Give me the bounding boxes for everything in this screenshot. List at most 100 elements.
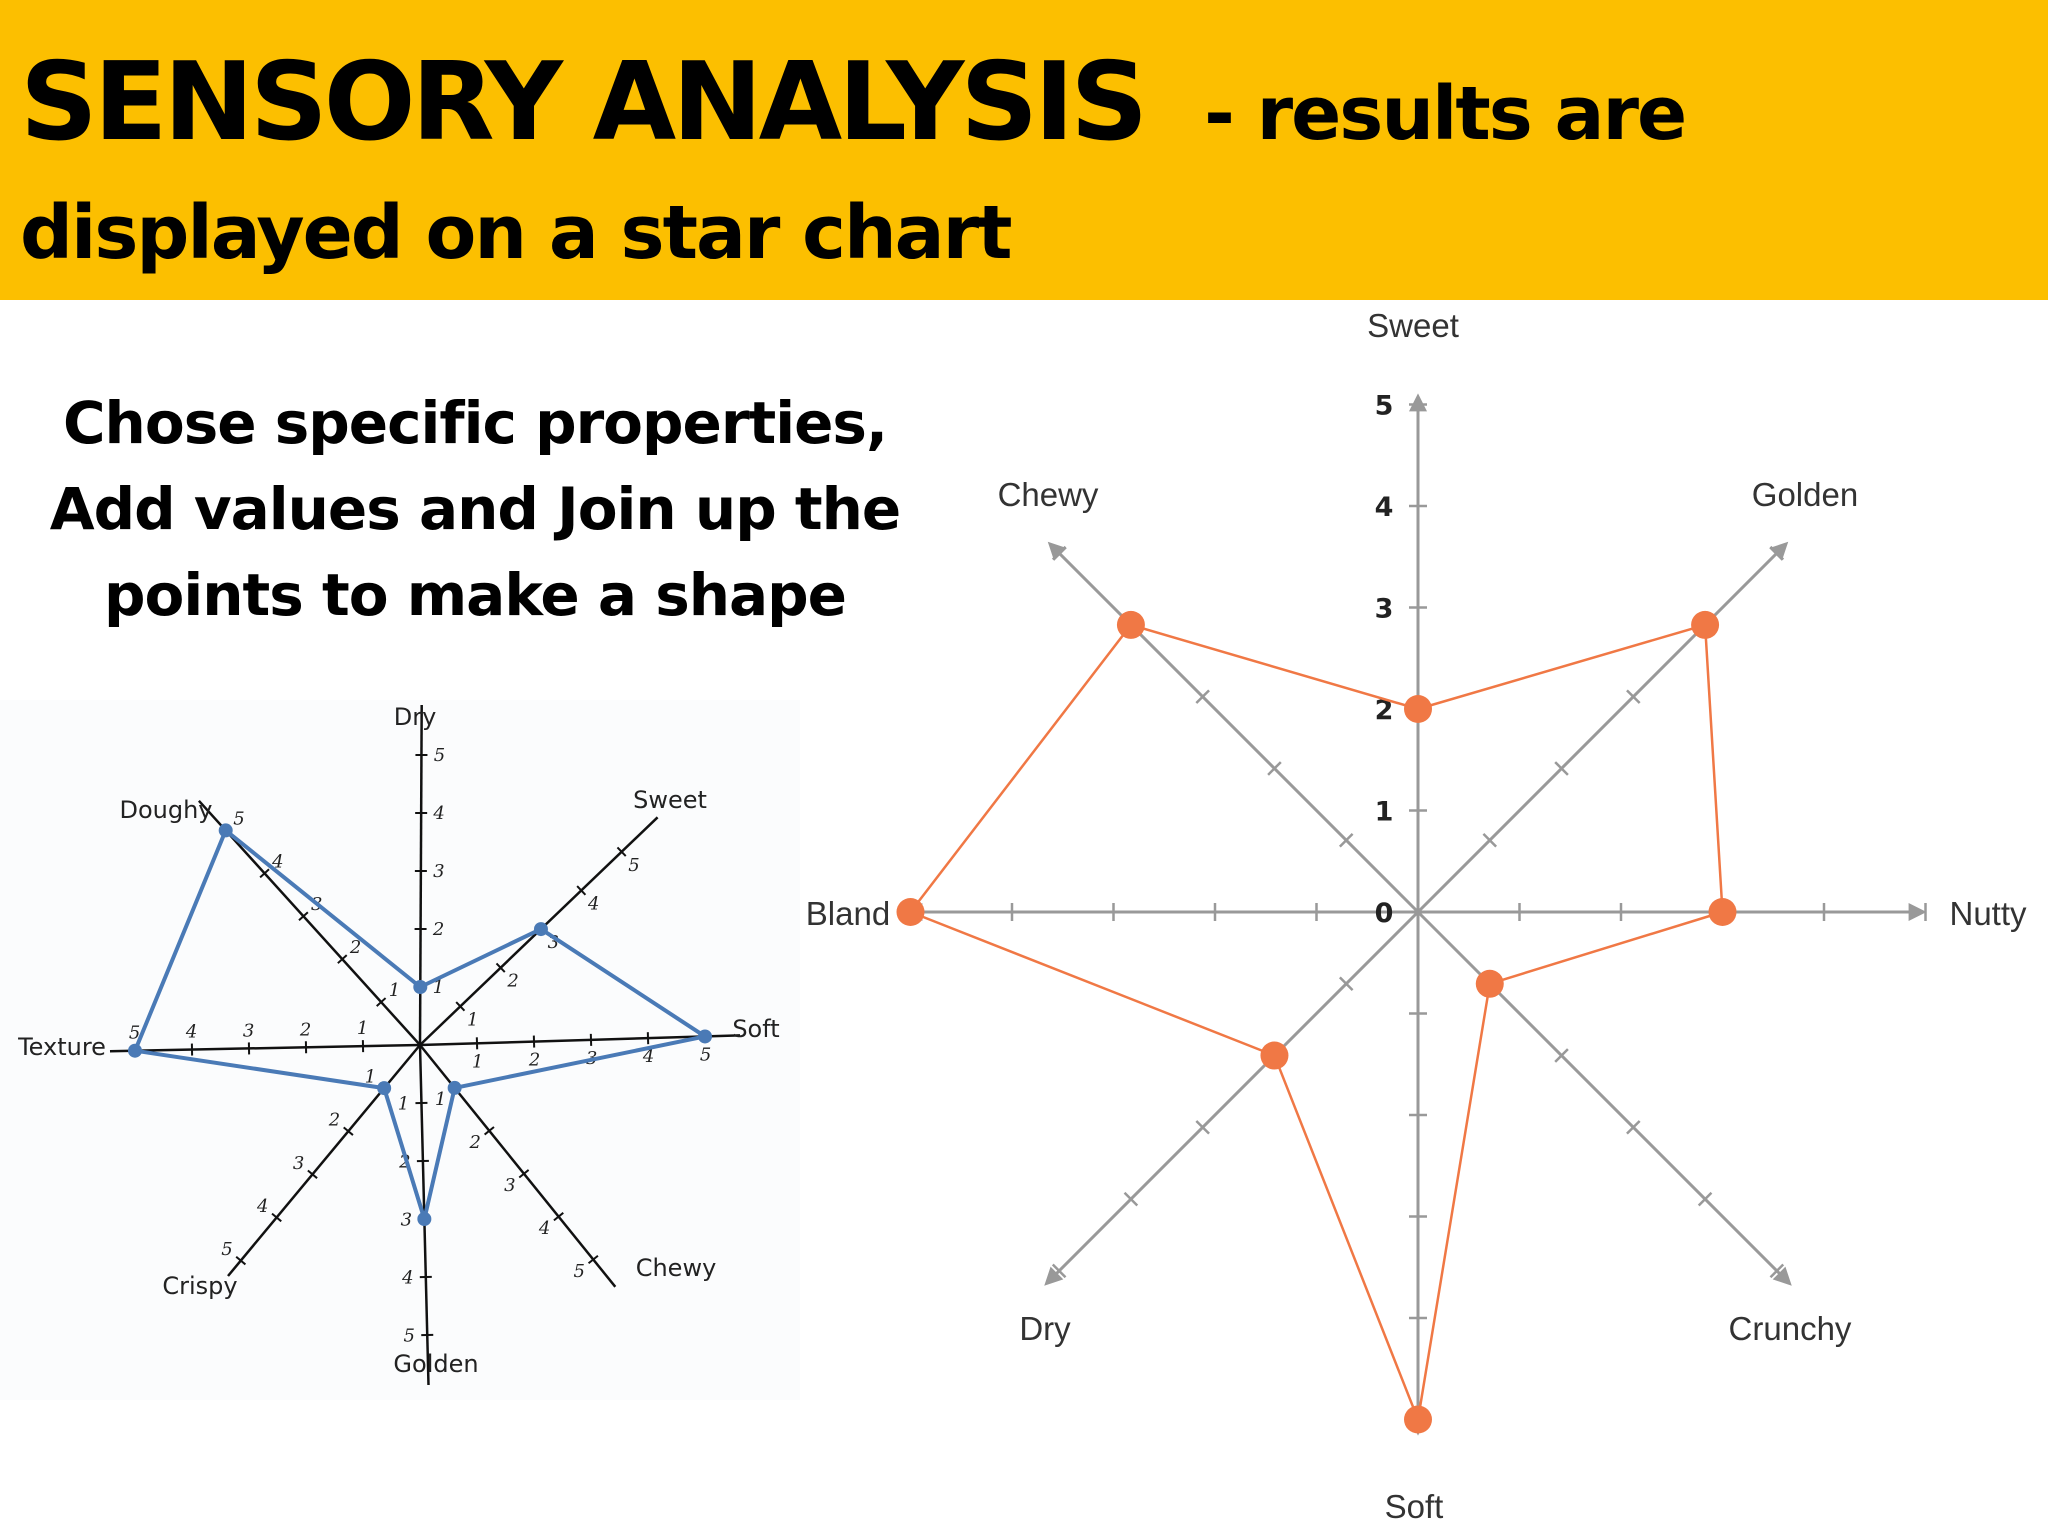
scale-label-3: 3 [1375, 594, 1394, 625]
data-outline [909, 623, 1724, 1421]
tick-label-doughy-5: 5 [233, 808, 244, 829]
axis-soft [419, 1034, 741, 1047]
tick-mark-golden-2 [1554, 761, 1569, 776]
tick-mark-chewy-3 [1195, 689, 1210, 704]
data-point-dry [1260, 1041, 1289, 1070]
axis-crunchy [1416, 910, 1792, 1286]
data-point-chewy [1116, 610, 1145, 639]
scale-label-5: 5 [1375, 391, 1394, 422]
axis-chewy [1047, 541, 1420, 914]
data-point-golden [1691, 610, 1720, 639]
page-title: SENSORY ANALYSIS - results are [20, 40, 1687, 165]
axis-label-soft: Soft [732, 1015, 779, 1043]
data-point-soft [1404, 1405, 1432, 1434]
tick-mark-dry-1 [1338, 976, 1354, 992]
tick-mark-crunchy-4 [1697, 1191, 1713, 1207]
tick-label-dry-1: 1 [433, 977, 444, 998]
tick-mark-chewy-5 [1051, 545, 1067, 561]
tick-label-chewy-5: 5 [573, 1261, 584, 1282]
header-banner: SENSORY ANALYSIS - results are displayed … [0, 0, 2048, 300]
instructions-line-1: Chose specific properties, [62, 389, 888, 457]
axis-label-sweet: Sweet [1367, 307, 1459, 344]
tick-mark-chewy-1 [1338, 832, 1354, 848]
tick-label-dry-2: 2 [432, 919, 444, 940]
instructions-line-3: points to make a shape [104, 561, 847, 629]
title-line-2: displayed on a star chart [20, 190, 1012, 276]
instructions-text: Chose specific properties, Add values an… [30, 380, 920, 638]
tick-mark-crispy-3 [307, 1169, 318, 1179]
tick-label-crispy-2: 2 [328, 1110, 340, 1131]
tick-mark-doughy-2 [337, 954, 348, 964]
axis-label-soft: Soft [1385, 1488, 1444, 1525]
tick-label-soft-5: 5 [700, 1044, 711, 1065]
tick-mark-crunchy-5 [1769, 1263, 1785, 1279]
tick-label-soft-1: 1 [472, 1051, 483, 1072]
tick-mark-doughy-3 [298, 911, 309, 922]
tick-label-chewy-3: 3 [504, 1175, 515, 1196]
tick-mark-doughy-4 [259, 868, 270, 879]
tick-mark-golden-1 [1482, 832, 1498, 848]
data-point-soft [698, 1029, 712, 1044]
tick-label-chewy-1: 1 [435, 1089, 446, 1110]
tick-mark-doughy-1 [376, 997, 387, 1007]
tick-mark-crispy-4 [271, 1212, 282, 1223]
tick-label-texture-3: 3 [243, 1020, 254, 1041]
title-subtitle: - results are [1204, 71, 1687, 157]
tick-label-sweet-2: 2 [506, 971, 518, 992]
axis-label-nutty: Nutty [1949, 895, 2027, 932]
tick-label-texture-1: 1 [357, 1018, 368, 1039]
data-point-dry [413, 980, 428, 994]
tick-mark-chewy-2 [483, 1126, 495, 1136]
tick-label-sweet-5: 5 [628, 855, 639, 876]
data-point-bland [896, 898, 925, 926]
tick-label-sweet-1: 1 [467, 1009, 478, 1030]
axis-texture [109, 1043, 421, 1053]
axis-dry [1044, 910, 1420, 1286]
data-point-crunchy [1475, 969, 1504, 998]
tick-mark-golden-5 [1769, 545, 1785, 561]
scale-label-0: 0 [1375, 898, 1394, 929]
tick-label-crispy-5: 5 [221, 1239, 232, 1260]
data-point-sweet [533, 922, 548, 937]
tick-mark-crispy-5 [235, 1255, 247, 1266]
data-point-doughy [218, 823, 233, 838]
instructions-line-2: Add values and Join up the [49, 475, 902, 543]
tick-mark-dry-3 [1195, 1120, 1210, 1135]
axis-label-dry: Dry [1019, 1310, 1071, 1347]
tick-label-crispy-4: 4 [256, 1196, 268, 1217]
axis-label-dry: Dry [394, 703, 437, 731]
tick-mark-chewy-4 [553, 1212, 564, 1222]
axis-label-texture: Texture [17, 1033, 106, 1061]
data-point-crispy [377, 1081, 392, 1096]
tick-mark-sweet-1 [455, 1001, 466, 1012]
tick-mark-sweet-5 [616, 846, 627, 857]
tick-label-crispy-3: 3 [293, 1153, 304, 1174]
tick-mark-crispy-2 [343, 1126, 354, 1136]
tick-label-soft-2: 2 [528, 1050, 540, 1071]
data-point-golden [417, 1212, 432, 1226]
scale-label-2: 2 [1375, 695, 1394, 726]
axis-label-crunchy: Crunchy [1729, 1310, 1852, 1347]
tick-mark-dry-4 [1123, 1191, 1139, 1207]
tick-label-golden-5: 5 [404, 1325, 415, 1346]
tick-label-doughy-1: 1 [389, 980, 400, 1001]
tick-label-dry-3: 3 [433, 861, 444, 882]
title-main: SENSORY ANALYSIS [20, 40, 1148, 165]
tick-label-doughy-2: 2 [349, 937, 361, 958]
tick-label-texture-4: 4 [185, 1022, 197, 1043]
tick-mark-sweet-4 [576, 885, 587, 896]
tick-mark-crunchy-3 [1626, 1120, 1641, 1135]
tick-mark-chewy-5 [587, 1254, 599, 1265]
data-point-texture [128, 1043, 142, 1058]
tick-label-soft-4: 4 [642, 1046, 654, 1067]
tick-label-sweet-3: 3 [548, 932, 559, 953]
scale-label-1: 1 [1375, 797, 1394, 828]
tick-mark-crunchy-2 [1554, 1048, 1569, 1063]
tick-mark-chewy-2 [1267, 761, 1282, 776]
tick-mark-sweet-2 [495, 962, 506, 973]
tick-label-dry-4: 4 [432, 803, 444, 824]
tick-label-sweet-4: 4 [587, 893, 599, 914]
scale-label-4: 4 [1375, 492, 1394, 523]
axis-label-doughy: Doughy [119, 796, 212, 824]
